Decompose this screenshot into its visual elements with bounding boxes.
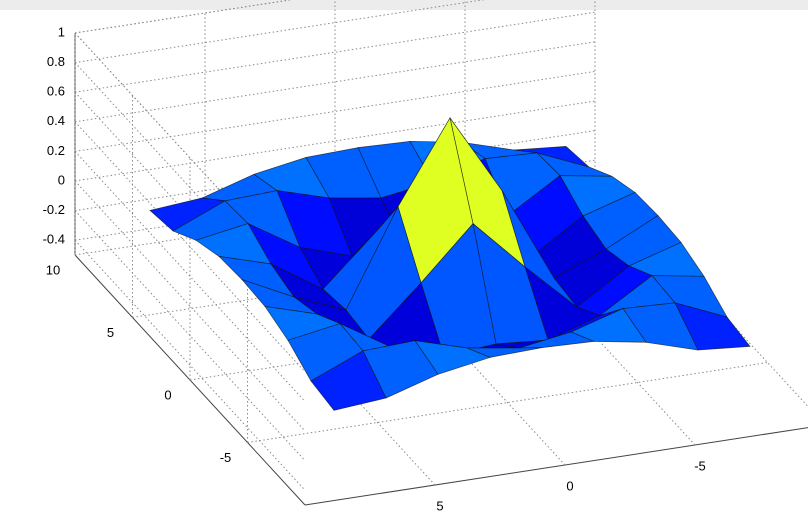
z-tick-label: 0.2 [47, 143, 65, 158]
grid-line [74, 180, 306, 432]
y-tick-label: 10 [46, 262, 60, 277]
grid-line [74, 239, 306, 491]
x-tick-label: -5 [694, 458, 706, 473]
grid-line [74, 0, 486, 64]
y-tick-label: 0 [164, 387, 171, 402]
grid-line [464, 194, 696, 446]
grid-line [74, 210, 306, 461]
x-axis-line [304, 427, 808, 506]
grid-line [74, 32, 306, 284]
grid-line [204, 234, 436, 486]
z-tick-label: 1 [58, 24, 65, 39]
grid-line [74, 11, 596, 93]
grid-line [74, 0, 293, 34]
grid-line [74, 70, 596, 152]
grid-line [74, 91, 306, 343]
x-tick-label: 5 [436, 498, 443, 513]
z-tick-label: 0 [58, 172, 65, 187]
z-tick-label: 0.8 [47, 54, 65, 69]
z-tick-label: -0.4 [43, 232, 65, 247]
surface-patch [310, 350, 387, 411]
grid-line [74, 121, 306, 373]
z-tick-label: 0.6 [47, 84, 65, 99]
grid-line [74, 151, 306, 402]
y-tick-label: 5 [107, 325, 114, 340]
grid-line [74, 62, 306, 313]
y-tick-label: -5 [220, 450, 232, 465]
surface [149, 117, 751, 411]
z-tick-label: 0.4 [47, 113, 65, 128]
grid-line [334, 214, 566, 466]
z-tick-label: -0.2 [43, 202, 65, 217]
grid-line [74, 0, 293, 34]
top-bar [0, 0, 808, 10]
x-tick-label: 0 [566, 478, 573, 493]
